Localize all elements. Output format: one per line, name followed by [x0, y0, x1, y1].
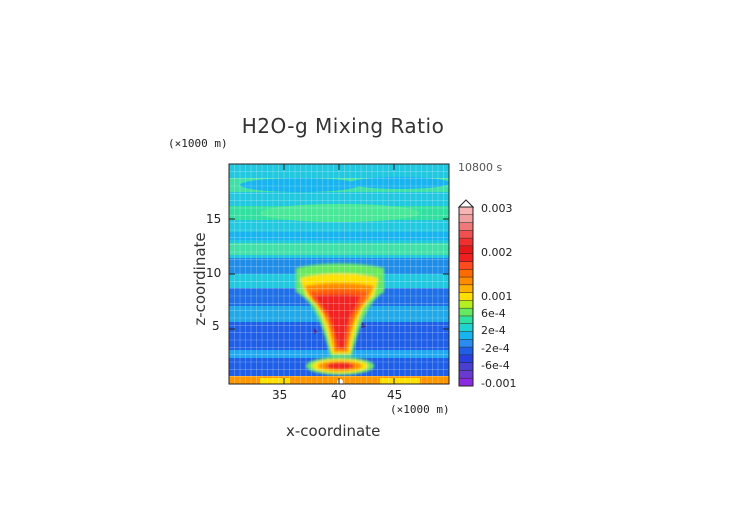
x-tick-label: 40	[331, 388, 347, 402]
colorbar-level	[459, 347, 473, 356]
y-tick-label: 5	[212, 319, 220, 333]
z-axis-unit: (×1000 m)	[168, 137, 228, 150]
colorbar-level	[459, 222, 473, 231]
colorbar-level	[459, 207, 473, 216]
colorbar-level	[459, 277, 473, 286]
colorbar-level	[459, 308, 473, 317]
colorbar-level	[459, 214, 473, 223]
y-tick-label: 15	[206, 212, 222, 226]
x-tick-label: 35	[272, 388, 288, 402]
axis-ticks	[229, 164, 449, 384]
colorbar-label: 0.003	[481, 202, 513, 215]
colorbar-label: 2e-4	[481, 324, 506, 337]
colorbar-level	[459, 378, 473, 387]
colorbar-level	[459, 261, 473, 270]
colorbar-label: 0.002	[481, 246, 513, 259]
plot-grid	[229, 164, 449, 384]
colorbar-level	[459, 362, 473, 371]
colorbar-label: -2e-4	[481, 342, 510, 355]
colorbar-level	[459, 269, 473, 278]
time-label: 10800 s	[458, 161, 503, 174]
colorbar-level	[459, 238, 473, 247]
chart-title: H2O-g Mixing Ratio	[241, 114, 445, 138]
colorbar-level	[459, 370, 473, 379]
colorbar-level	[459, 323, 473, 332]
colorbar-level	[459, 230, 473, 239]
colorbar-level	[459, 245, 473, 255]
colorbar-label: -0.001	[481, 377, 517, 390]
colorbar-level	[459, 253, 473, 262]
colorbar-label: 0.001	[481, 290, 513, 303]
colorbar-label: -6e-4	[481, 359, 510, 372]
colorbar-level	[459, 300, 473, 309]
colorbar-level	[459, 354, 473, 364]
colorbar-level	[459, 284, 473, 294]
colorbar-level	[459, 339, 473, 348]
colorbar-level	[459, 315, 473, 325]
colorbar-level	[459, 292, 473, 301]
x-axis-unit: (×1000 m)	[390, 403, 450, 416]
colorbar-extend-arrow	[457, 199, 475, 208]
colorbar-level	[459, 331, 473, 340]
x-tick-label: 45	[387, 388, 403, 402]
colorbar	[458, 206, 474, 387]
y-tick-label: 10	[206, 266, 222, 280]
x-axis-label: x-coordinate	[286, 422, 381, 440]
colorbar-label: 6e-4	[481, 307, 506, 320]
heatmap-field	[229, 164, 449, 384]
